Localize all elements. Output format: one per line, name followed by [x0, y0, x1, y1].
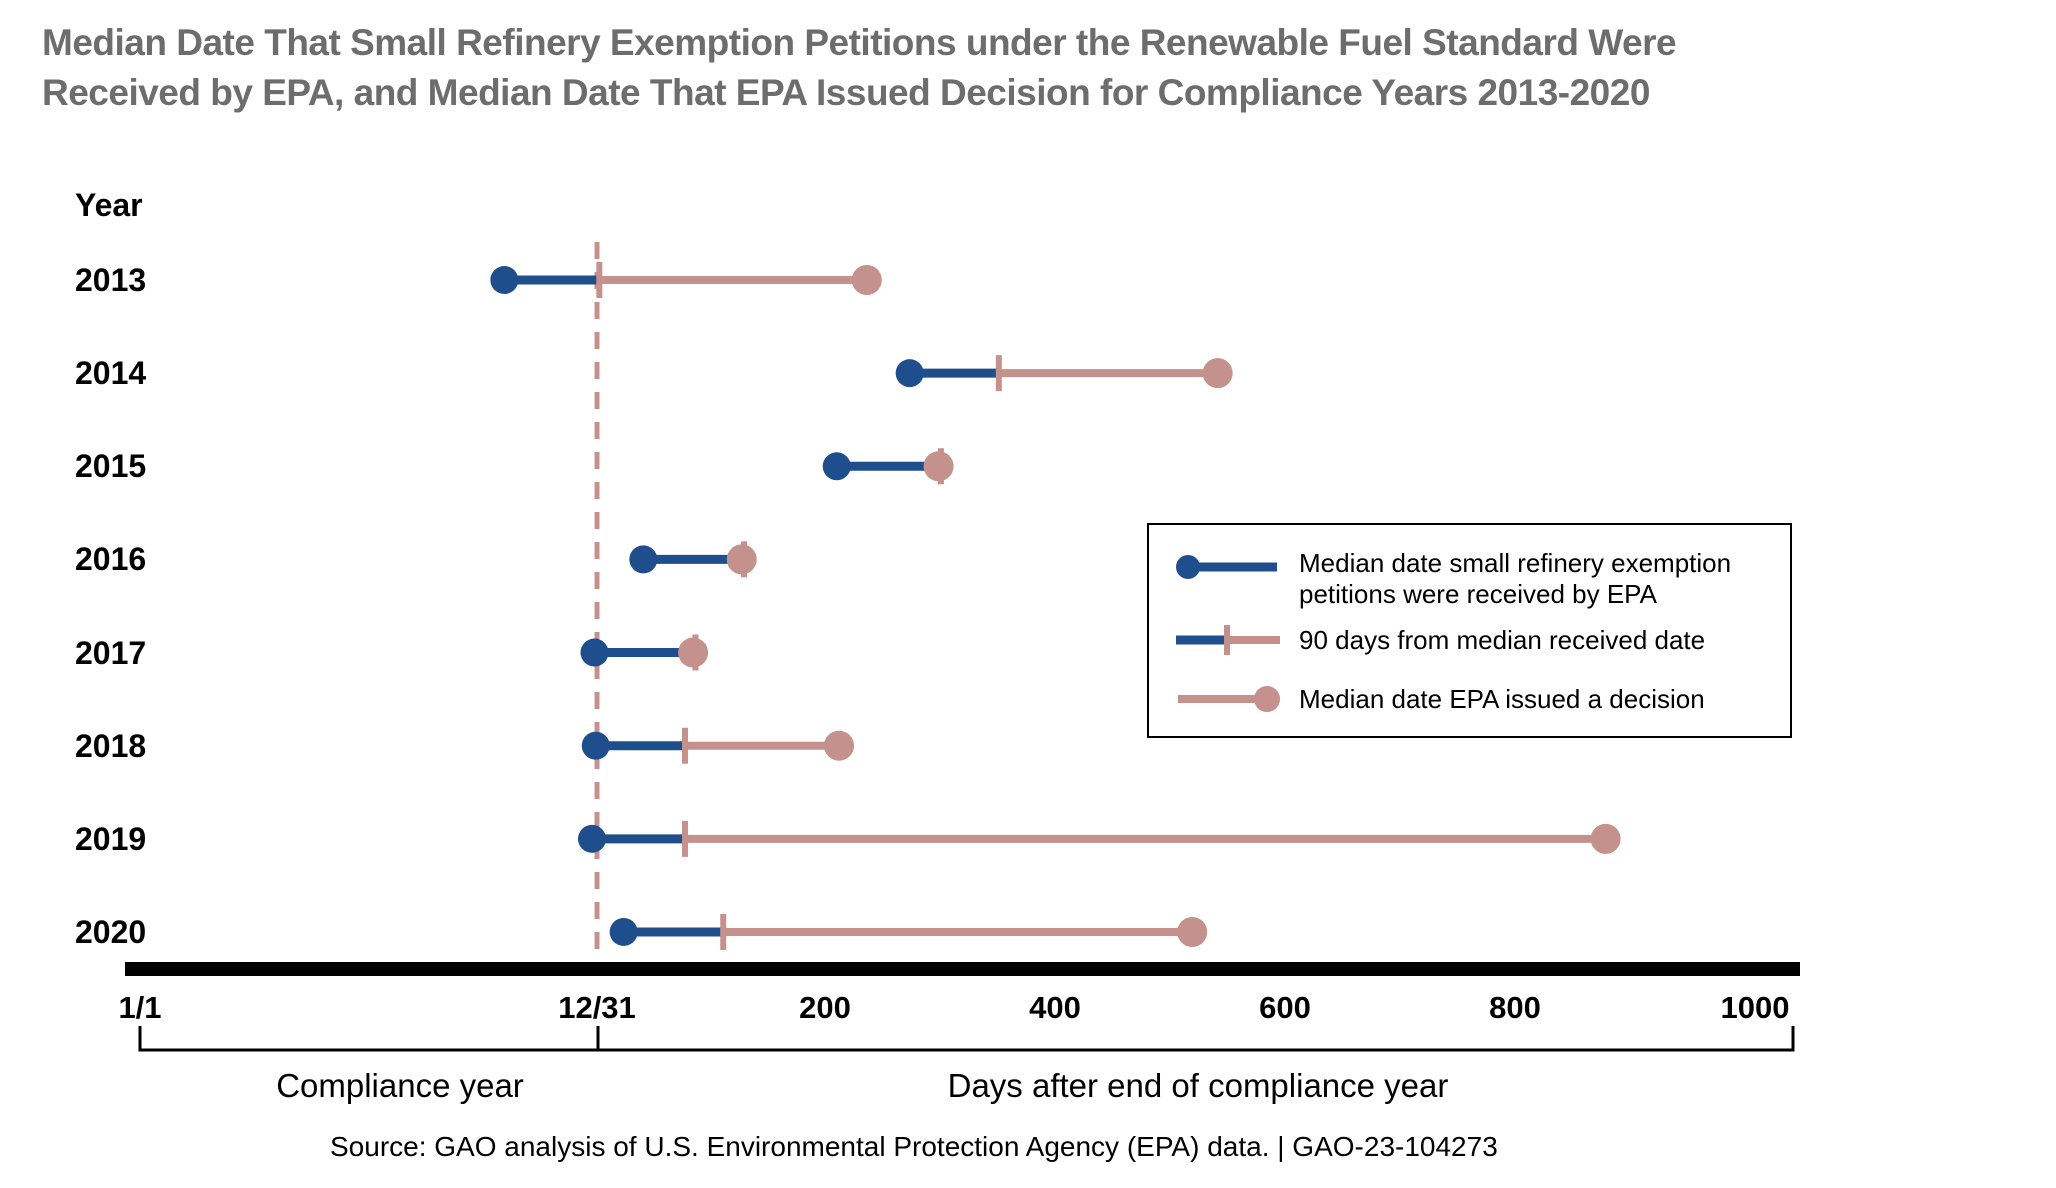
decision-dot-2013	[851, 265, 882, 295]
legend-decision-swatch-icon	[1178, 686, 1280, 712]
decision-dot-2016	[726, 544, 757, 575]
decision-dot-2018	[824, 730, 855, 761]
year-label-2017: 2017	[75, 635, 147, 671]
year-label-2015: 2015	[75, 448, 147, 484]
received-dot-2020	[609, 917, 638, 946]
days-after-label: Days after end of compliance year	[947, 1067, 1449, 1104]
source-note: Source: GAO analysis of U.S. Environment…	[330, 1131, 1498, 1162]
decision-dot-2019	[1590, 823, 1621, 854]
legend-label-received-line2: petitions were received by EPA	[1299, 579, 1657, 609]
y-axis-title: Year	[75, 187, 143, 223]
x-tick-1000: 1000	[1720, 990, 1790, 1025]
decision-dot-2020	[1177, 916, 1208, 947]
received-dot-2013	[490, 266, 519, 294]
x-tick-1-1: 1/1	[118, 990, 162, 1025]
legend: Median date small refinery exemption pet…	[1147, 523, 1792, 738]
legend-label-decision: Median date EPA issued a decision	[1299, 684, 1705, 714]
x-tick-800: 800	[1489, 990, 1541, 1025]
year-label-2013: 2013	[75, 262, 147, 298]
x-axis-bar	[125, 962, 1800, 976]
decision-dot-2015	[923, 451, 954, 482]
received-dot-2016	[629, 545, 658, 574]
received-dot-2017	[580, 638, 609, 667]
year-label-2014: 2014	[75, 355, 147, 391]
legend-label-received: Median date small refinery exemption pet…	[1299, 548, 1779, 610]
decision-dot-2017	[678, 637, 709, 668]
x-tick-200: 200	[799, 990, 851, 1025]
received-dot-2019	[577, 824, 606, 853]
chart-title-line-1: Median Date That Small Refinery Exemptio…	[42, 22, 1677, 63]
compliance-year-label: Compliance year	[276, 1067, 524, 1104]
x-tick-600: 600	[1259, 990, 1311, 1025]
decision-dot-2014	[1202, 358, 1233, 389]
year-label-2018: 2018	[75, 728, 147, 764]
x-tick-12-31: 12/31	[558, 990, 636, 1025]
legend-label-received-line1: Median date small refinery exemption	[1299, 548, 1732, 578]
x-tick-400: 400	[1029, 990, 1081, 1025]
received-dot-2014	[895, 359, 924, 388]
year-label-2019: 2019	[75, 821, 147, 857]
legend-90days-swatch-icon	[1176, 625, 1280, 655]
chart-title-line-2: Received by EPA, and Median Date That EP…	[42, 72, 1650, 113]
legend-received-swatch-icon	[1176, 555, 1277, 579]
received-dot-2015	[822, 452, 851, 481]
received-dot-2018	[581, 731, 610, 760]
year-label-2016: 2016	[75, 541, 147, 577]
year-label-2020: 2020	[75, 914, 147, 950]
axis-range-bracket	[138, 1026, 1795, 1052]
legend-label-90days: 90 days from median received date	[1299, 625, 1706, 655]
